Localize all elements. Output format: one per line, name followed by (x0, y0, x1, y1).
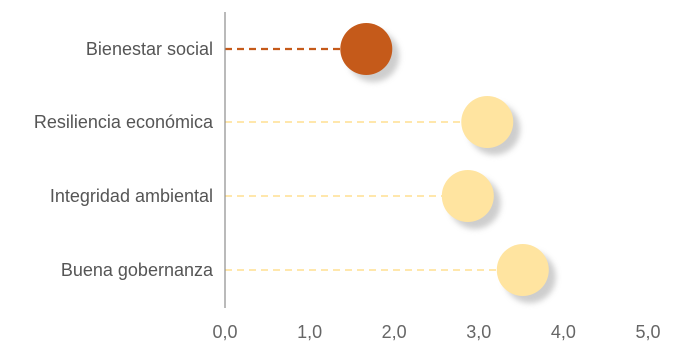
x-tick-label: 0,0 (212, 322, 237, 342)
lollipop-markers (340, 23, 549, 296)
lollipop-marker (461, 96, 514, 148)
x-tick-label: 3,0 (466, 322, 491, 342)
lollipop-marker (441, 170, 494, 222)
x-tick-label: 4,0 (551, 322, 576, 342)
x-tick-label: 2,0 (382, 322, 407, 342)
lollipop-marker (340, 23, 393, 75)
x-axis-tick-labels: 0,0 1,0 2,0 3,0 4,0 5,0 (212, 322, 660, 342)
x-tick-label: 1,0 (297, 322, 322, 342)
category-label: Bienestar social (86, 39, 213, 59)
category-labels: Bienestar social Resiliencia económica Int… (34, 39, 214, 280)
category-label: Resiliencia económica (34, 112, 214, 132)
category-label: Integridad ambiental (50, 186, 213, 206)
lollipop-marker (496, 244, 549, 296)
lollipop-stems (225, 47, 499, 271)
x-tick-label: 5,0 (635, 322, 660, 342)
category-label: Buena gobernanza (61, 260, 214, 280)
